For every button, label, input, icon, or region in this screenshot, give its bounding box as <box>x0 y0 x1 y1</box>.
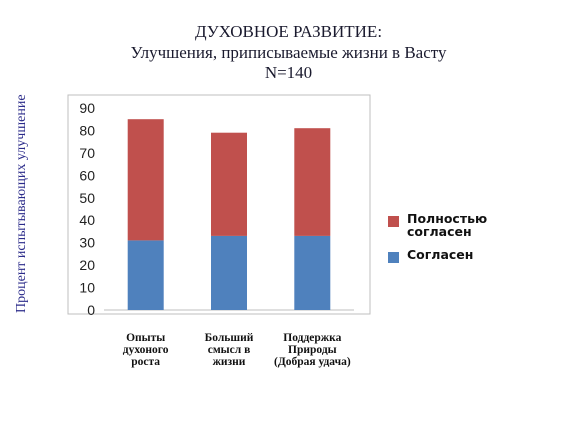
x-category-label: Поддержка Природы (Добрая удача) <box>273 332 351 368</box>
y-tick-label: 10 <box>79 280 95 296</box>
legend-item: Согласен <box>388 248 507 263</box>
legend-swatch <box>388 216 399 227</box>
y-tick-label: 30 <box>79 235 95 251</box>
y-tick-label: 60 <box>79 167 95 183</box>
y-tick-label: 90 <box>79 100 95 116</box>
chart-subtitle: Улучшения, приписываемые жизни в Васту <box>130 43 447 62</box>
bar-segment <box>127 240 164 310</box>
legend-label: Полностью согласен <box>407 211 488 239</box>
chart-sample-size: N=140 <box>264 63 313 82</box>
legend-label: Согласен <box>407 247 474 262</box>
y-tick-label: 50 <box>79 190 95 206</box>
plot-area-border <box>67 94 371 315</box>
y-tick-label: 20 <box>79 257 95 273</box>
bar-segment <box>211 132 247 236</box>
y-tick-label: 40 <box>79 212 95 228</box>
y-axis: 0 10 20 30 40 50 60 70 80 90 <box>79 100 354 318</box>
y-tick-label: 80 <box>79 122 95 138</box>
legend-item: Полностью согласен <box>388 212 507 238</box>
chart-title: ДУХОВНОЕ РАЗВИТИЕ: <box>194 22 383 41</box>
legend-swatch <box>388 252 399 263</box>
y-tick-label: 70 <box>79 145 95 161</box>
bar-segment <box>294 235 331 310</box>
y-tick-label: 0 <box>87 302 95 318</box>
bar-segment <box>211 235 247 310</box>
x-category-label: Больший смысл в жизни <box>204 332 254 368</box>
bar-segment <box>294 128 331 236</box>
x-category-label: Опыты духоного роста <box>122 332 169 368</box>
bar-segment <box>127 119 164 241</box>
bars <box>127 119 331 310</box>
